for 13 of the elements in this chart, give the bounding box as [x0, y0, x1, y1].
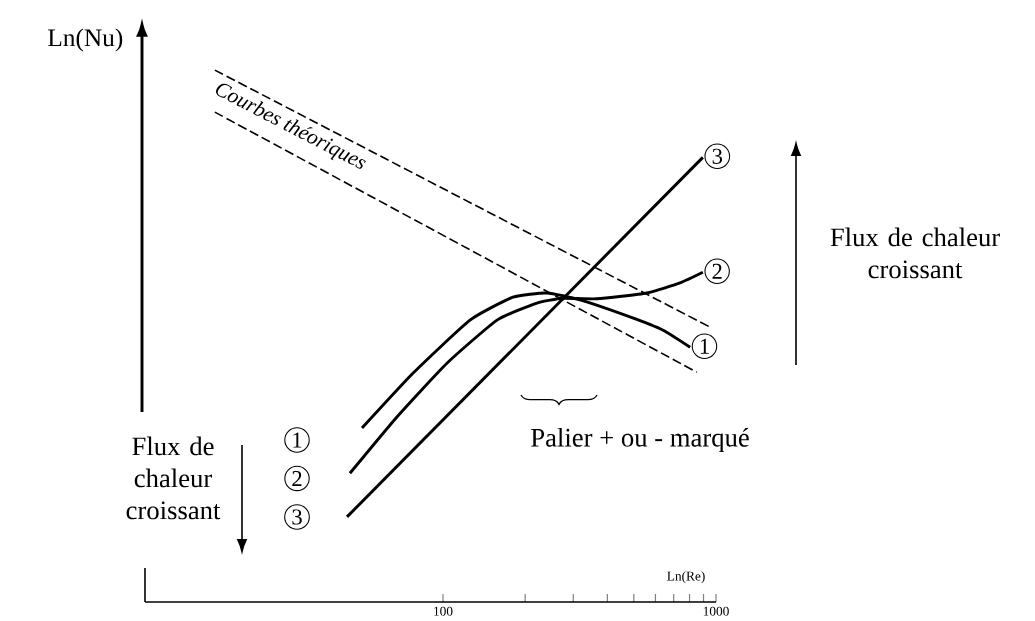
x-axis-title: Ln(Re) — [667, 571, 705, 584]
text: Flux de chaleur croissant — [830, 227, 1000, 279]
legend-label: 2 — [712, 263, 722, 279]
annotation: 2 — [292, 470, 302, 486]
x-tick-label: 1000 — [703, 606, 729, 616]
x-tick-label: 100 — [434, 606, 453, 616]
legend-label: 3 — [712, 148, 723, 164]
annotation: Palier + ou - marqué — [531, 427, 749, 453]
legend-label: 1 — [700, 338, 709, 354]
y-axis-title: Ln(Nu) — [48, 28, 123, 52]
annotation: Flux de chaleur croissant — [126, 436, 221, 520]
annotation: 1 — [293, 432, 302, 448]
annotation: 3 — [292, 509, 302, 525]
